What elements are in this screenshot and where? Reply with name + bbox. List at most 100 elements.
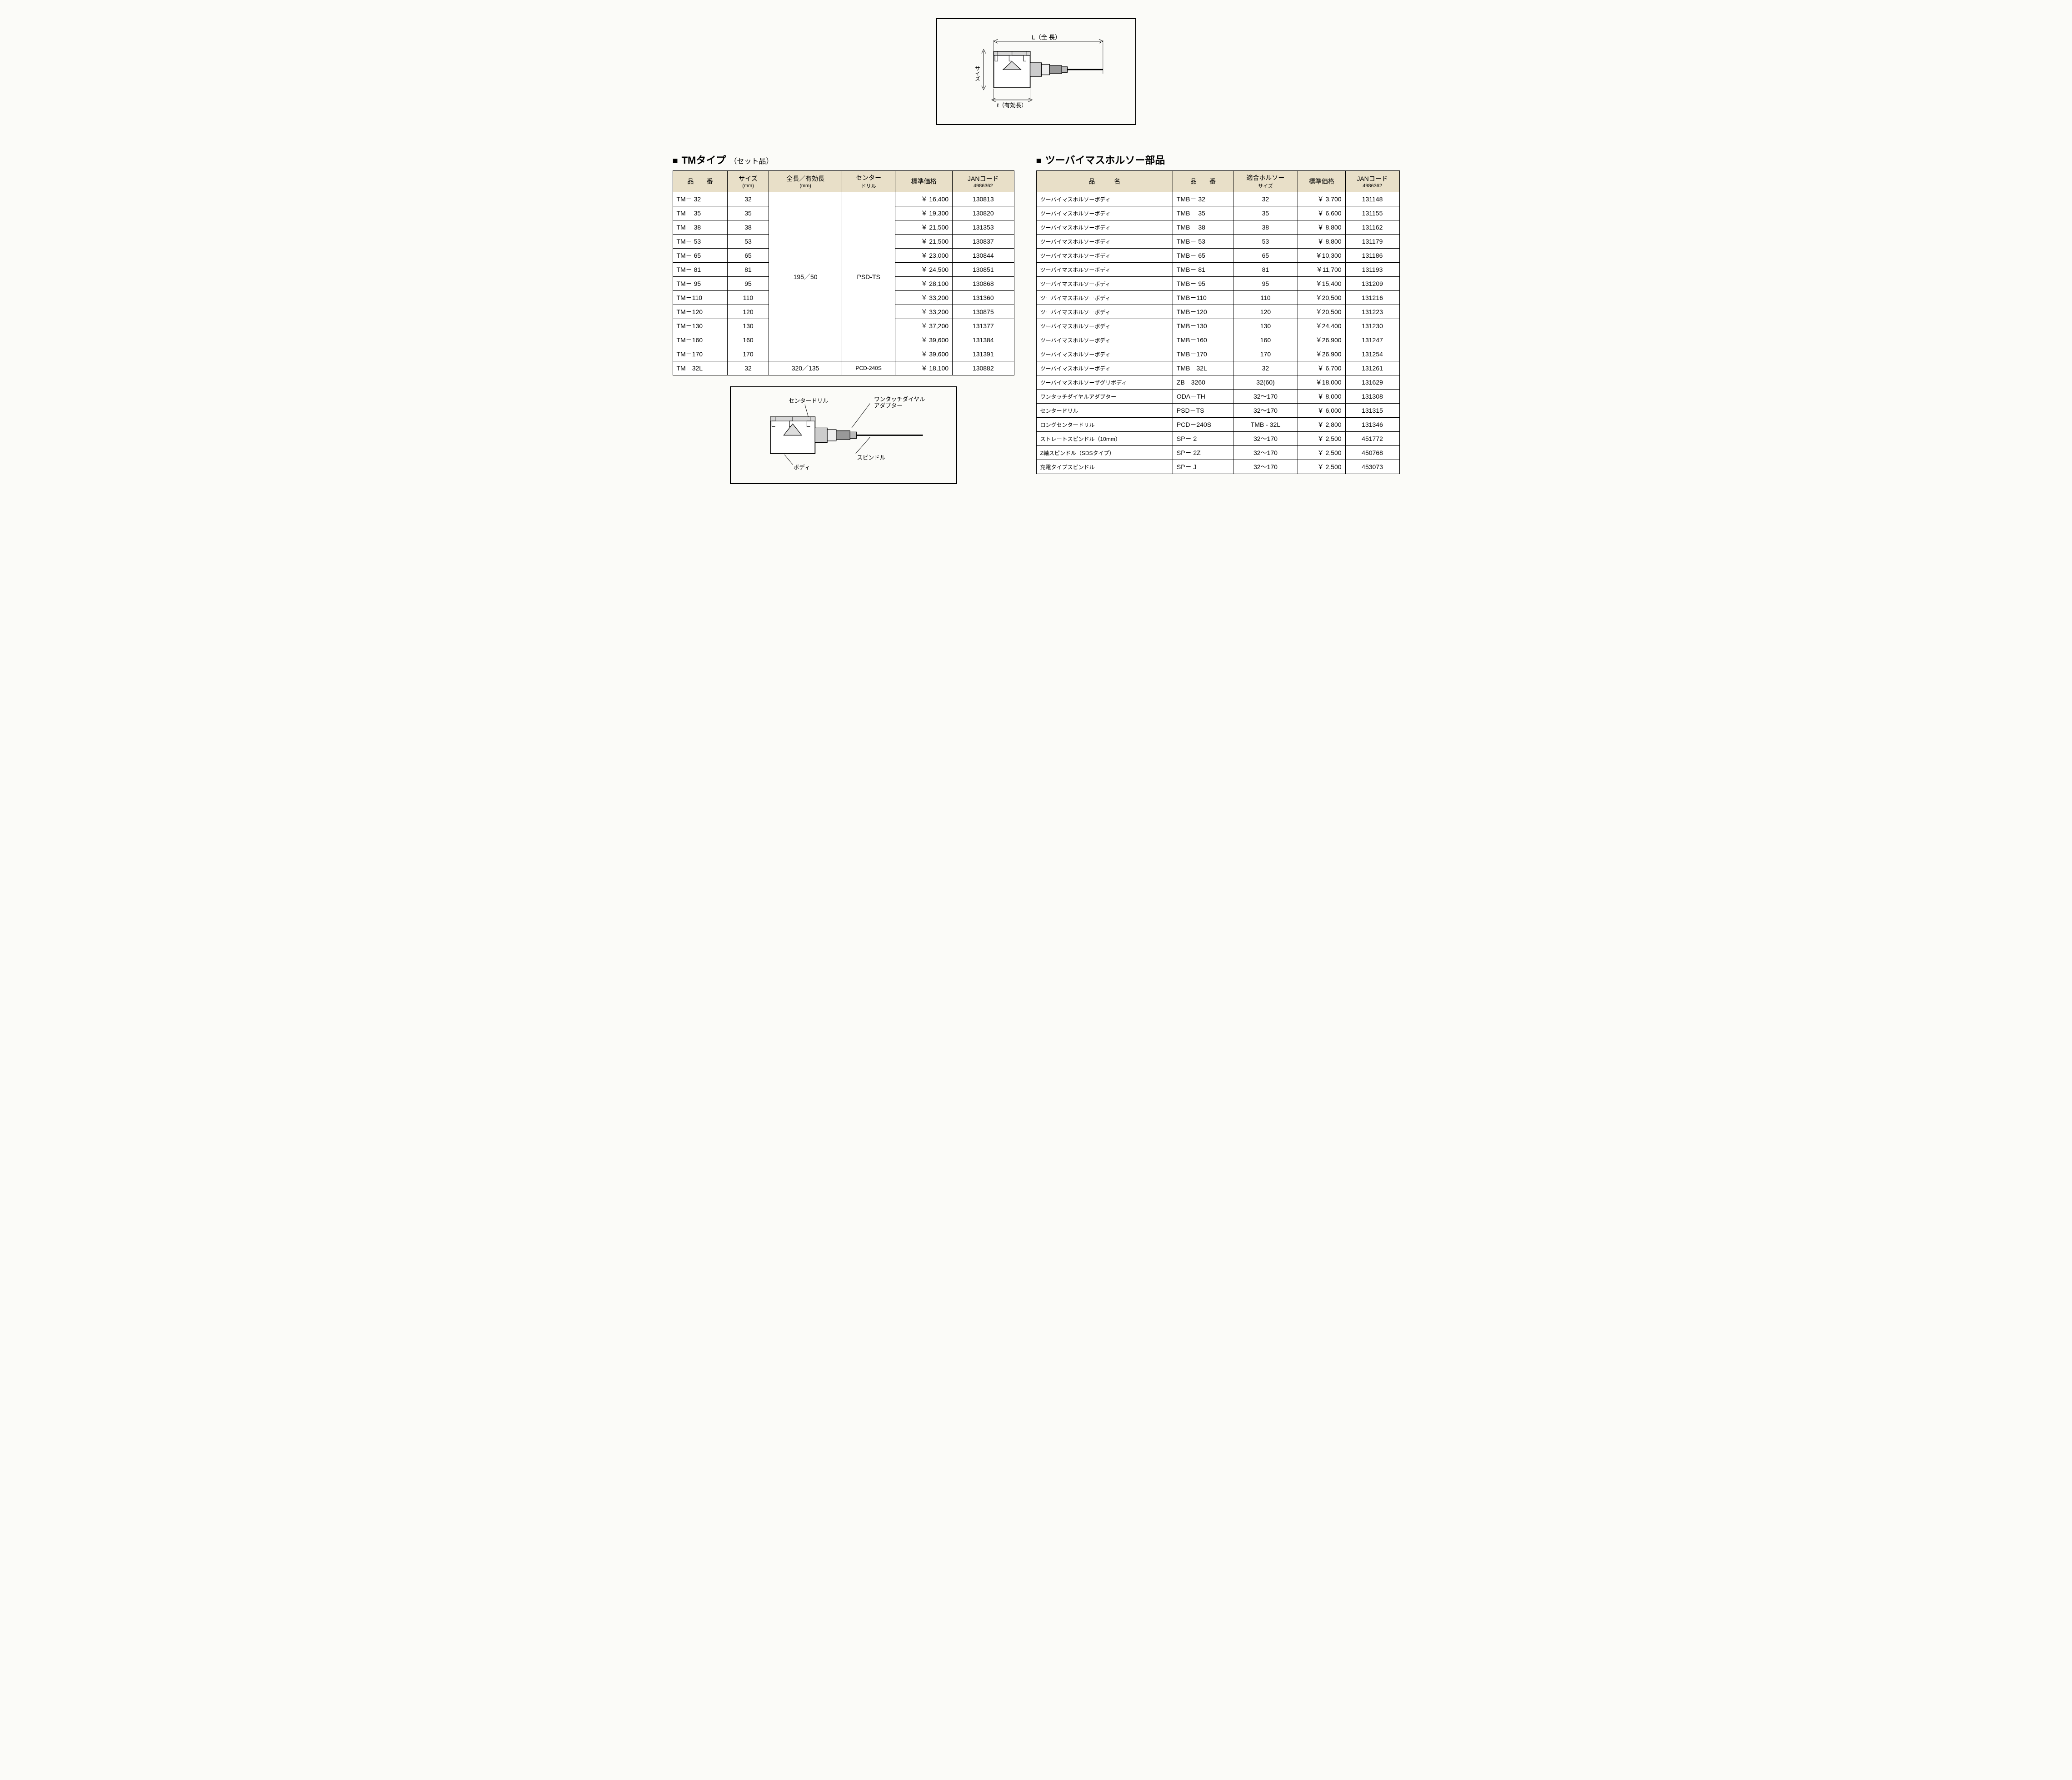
price-cell: ￥20,500 (1298, 291, 1345, 305)
price-cell: ￥ 19,300 (895, 206, 953, 220)
table-row: ツーバイマスホルソーボディ TMB－120 120 ￥20,500 131223 (1036, 305, 1399, 319)
jan-cell: 130882 (953, 361, 1014, 375)
price-cell: ￥ 3,700 (1298, 192, 1345, 206)
jan-cell: 131247 (1345, 333, 1399, 347)
size-cell: 130 (1233, 319, 1298, 333)
price-cell: ￥ 33,200 (895, 291, 953, 305)
jan-cell: 131223 (1345, 305, 1399, 319)
price-cell: ￥ 6,700 (1298, 361, 1345, 375)
table-row: ツーバイマスホルソーボディ TMB－ 32 32 ￥ 3,700 131148 (1036, 192, 1399, 206)
tm-table: 品 番 サイズ(mm) 全長／有効長(mm) センタードリル 標準価格 JANコ… (673, 170, 1014, 375)
size-label: サイズ (974, 65, 980, 81)
jan-cell: 131230 (1345, 319, 1399, 333)
length-cell: 195／50 (769, 192, 842, 361)
size-cell: 160 (1233, 333, 1298, 347)
eff-label: ℓ（有効長） (997, 102, 1027, 109)
pn-cell: TM－ 53 (673, 235, 728, 249)
parts-header-row: 品 名 品 番 適合ホルソーサイズ 標準価格 JANコード4986362 (1036, 171, 1399, 192)
pn-cell: TMB－32L (1173, 361, 1233, 375)
size-cell: 95 (1233, 277, 1298, 291)
jan-cell: 131353 (953, 220, 1014, 235)
size-cell: 32 (728, 192, 769, 206)
jan-cell: 130875 (953, 305, 1014, 319)
price-cell: ￥24,400 (1298, 319, 1345, 333)
jan-cell: 131391 (953, 347, 1014, 361)
table-row: ツーバイマスホルソーボディ TMB－ 95 95 ￥15,400 131209 (1036, 277, 1399, 291)
col-part-no-2: 品 番 (1173, 171, 1233, 192)
pn-cell: TMB－ 95 (1173, 277, 1233, 291)
size-cell: 53 (728, 235, 769, 249)
jan-cell: 131315 (1345, 404, 1399, 418)
jan-cell: 131384 (953, 333, 1014, 347)
pn-cell: TMB－ 32 (1173, 192, 1233, 206)
drill-cell: PSD-TS (842, 192, 895, 361)
price-cell: ￥ 28,100 (895, 277, 953, 291)
parts-diagram-svg: センタードリル ワンタッチダイヤル アダプター (742, 395, 945, 476)
table-row: ツーバイマスホルソーボディ TMB－160 160 ￥26,900 131247 (1036, 333, 1399, 347)
size-cell: 32 (1233, 361, 1298, 375)
jan-cell: 130813 (953, 192, 1014, 206)
name-cell: ツーバイマスホルソーボディ (1036, 319, 1173, 333)
jan-cell: 131155 (1345, 206, 1399, 220)
size-cell: 120 (728, 305, 769, 319)
name-cell: ツーバイマスホルソーボディ (1036, 305, 1173, 319)
name-cell: ツーバイマスホルソーボディ (1036, 235, 1173, 249)
size-cell: 81 (1233, 263, 1298, 277)
pn-cell: ODA－TH (1173, 390, 1233, 404)
pn-cell: TMB－ 35 (1173, 206, 1233, 220)
jan-cell: 131193 (1345, 263, 1399, 277)
price-cell: ￥10,300 (1298, 249, 1345, 263)
name-cell: ツーバイマスホルソーボディ (1036, 291, 1173, 305)
tm-header-row: 品 番 サイズ(mm) 全長／有効長(mm) センタードリル 標準価格 JANコ… (673, 171, 1014, 192)
pn-cell: TMB－120 (1173, 305, 1233, 319)
size-cell: 170 (1233, 347, 1298, 361)
jan-cell: 131254 (1345, 347, 1399, 361)
table-row: ツーバイマスホルソーザグリボディ ZB－3260 32(60) ￥18,000 … (1036, 375, 1399, 390)
name-cell: ワンタッチダイヤルアダプター (1036, 390, 1173, 404)
jan-cell: 451772 (1345, 432, 1399, 446)
spindle-label: スピンドル (857, 455, 885, 461)
col-jan: JANコード4986362 (953, 171, 1014, 192)
pn-cell: SP－ 2 (1173, 432, 1233, 446)
pn-cell: TM－110 (673, 291, 728, 305)
price-cell: ￥26,900 (1298, 347, 1345, 361)
price-cell: ￥18,000 (1298, 375, 1345, 390)
jan-cell: 130868 (953, 277, 1014, 291)
name-cell: ツーバイマスホルソーザグリボディ (1036, 375, 1173, 390)
size-cell: 110 (728, 291, 769, 305)
bottom-diagram: センタードリル ワンタッチダイヤル アダプター (673, 386, 1014, 484)
jan-cell: 131162 (1345, 220, 1399, 235)
col-price-2: 標準価格 (1298, 171, 1345, 192)
name-cell: ツーバイマスホルソーボディ (1036, 333, 1173, 347)
jan-cell: 131261 (1345, 361, 1399, 375)
name-cell: ツーバイマスホルソーボディ (1036, 206, 1173, 220)
pn-cell: TM－ 38 (673, 220, 728, 235)
price-cell: ￥26,900 (1298, 333, 1345, 347)
size-cell: 32 (728, 361, 769, 375)
price-cell: ￥ 18,100 (895, 361, 953, 375)
size-cell: 81 (728, 263, 769, 277)
name-cell: ツーバイマスホルソーボディ (1036, 220, 1173, 235)
size-cell: 32(60) (1233, 375, 1298, 390)
jan-cell: 131186 (1345, 249, 1399, 263)
jan-cell: 131209 (1345, 277, 1399, 291)
jan-cell: 450768 (1345, 446, 1399, 460)
tm-title-sub: （セット品） (729, 155, 773, 166)
table-row: ツーバイマスホルソーボディ TMB－ 81 81 ￥11,700 131193 (1036, 263, 1399, 277)
table-row: ツーバイマスホルソーボディ TMB－ 53 53 ￥ 8,800 131179 (1036, 235, 1399, 249)
table-row: 充電タイプスピンドル SP－ J 32～170 ￥ 2,500 453073 (1036, 460, 1399, 474)
tm-section-title: ■TMタイプ （セット品） (673, 152, 1014, 167)
price-cell: ￥ 6,000 (1298, 404, 1345, 418)
pn-cell: TMB－ 53 (1173, 235, 1233, 249)
pn-cell: SP－ J (1173, 460, 1233, 474)
size-cell: 95 (728, 277, 769, 291)
col-jan-2: JANコード4986362 (1345, 171, 1399, 192)
body-label: ボディ (793, 464, 810, 471)
jan-cell: 130820 (953, 206, 1014, 220)
size-cell: 160 (728, 333, 769, 347)
adapter-label-2: アダプター (874, 403, 903, 409)
table-row: ツーバイマスホルソーボディ TMB－32L 32 ￥ 6,700 131261 (1036, 361, 1399, 375)
tm-title-text: TMタイプ (682, 152, 726, 167)
size-cell: 120 (1233, 305, 1298, 319)
jan-cell: 131308 (1345, 390, 1399, 404)
